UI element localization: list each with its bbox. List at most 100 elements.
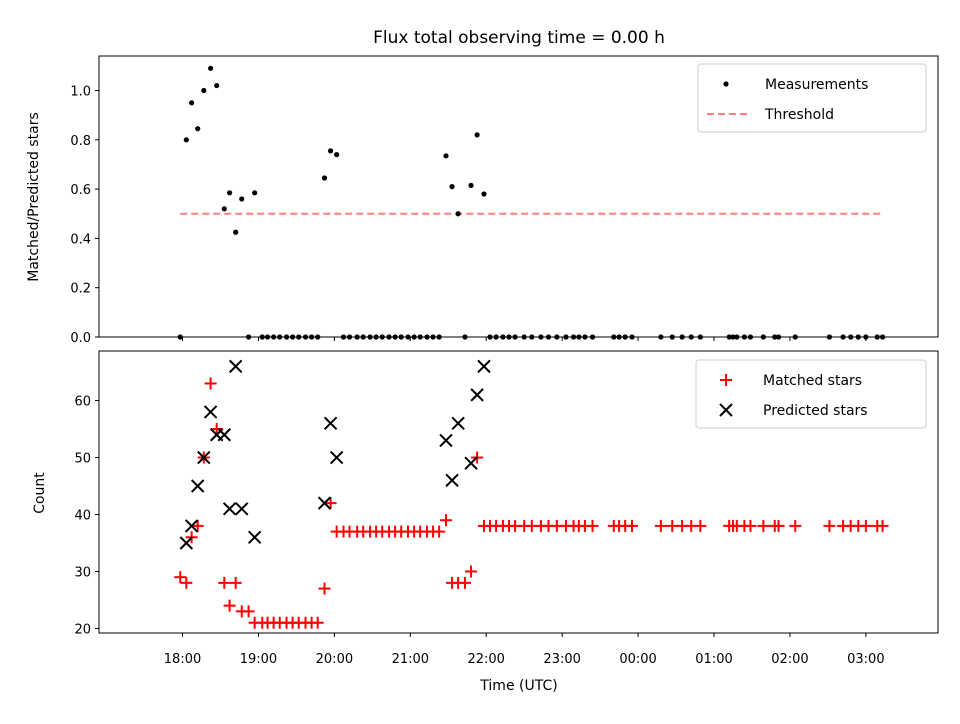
bottom-x-tick-label: 22:00 (467, 652, 504, 667)
predicted-star-point-b (197, 450, 211, 465)
top-legend: Measurements Threshold (697, 63, 927, 133)
matched-star-point (174, 571, 187, 584)
matched-star-point (180, 576, 193, 589)
top-y-tick-label: 0.4 (70, 232, 91, 247)
matched-star-point (439, 514, 452, 527)
top-y-tick-label: 0.6 (70, 183, 91, 198)
matched-star-point (311, 616, 324, 629)
bottom-x-tick-label: 01:00 (695, 652, 732, 667)
matched-star-point (218, 576, 231, 589)
predicted-star-point-b (329, 450, 344, 465)
chart-title: Flux total observing time = 0.00 h (373, 28, 665, 48)
measurement-point (239, 196, 245, 202)
bottom-y-tick-label: 30 (74, 565, 91, 580)
top-y-tick-label: 1.0 (70, 85, 91, 100)
matched-star-point (789, 519, 802, 532)
matched-star-point (654, 519, 667, 532)
measurement-point (449, 184, 455, 190)
bottom-x-tick-label: 18:00 (164, 652, 201, 667)
predicted-star-point-b (235, 502, 249, 516)
measurement-point (221, 206, 227, 212)
measurement-point (252, 190, 258, 196)
predicted-star-point-b (222, 502, 237, 516)
matched-star-point (772, 519, 785, 532)
predicted-star-point (190, 479, 205, 493)
measurement-point (327, 148, 334, 154)
predicted-star-point (228, 359, 243, 374)
predicted-star-point-b (451, 416, 465, 431)
legend-label-predicted: Predicted stars (763, 403, 868, 419)
predicted-star-point (451, 416, 465, 431)
predicted-star-point (439, 433, 453, 448)
measurement-point (195, 126, 201, 132)
top-legend-box (697, 63, 927, 133)
legend-label-measurements: Measurements (765, 77, 868, 93)
predicted-star-point (235, 502, 249, 516)
measurement-point (474, 132, 480, 138)
bottom-plot-data (174, 359, 889, 629)
predicted-star-point-b (179, 536, 194, 550)
predicted-star-point (317, 496, 332, 510)
predicted-star-point (445, 473, 459, 488)
matched-star-point (318, 582, 331, 595)
predicted-star-point (477, 359, 491, 374)
matched-star-point (757, 519, 770, 532)
predicted-star-point (203, 405, 218, 419)
predicted-star-point-b (470, 388, 484, 402)
predicted-star-point (247, 530, 262, 544)
bottom-x-tick-label: 02:00 (771, 652, 808, 667)
predicted-star-point-b (477, 359, 491, 374)
bottom-panel: Count Time (UTC) 20 30 40 50 60 18:00 19:00 20:… (32, 350, 939, 694)
predicted-star-point (323, 416, 338, 431)
top-plot-frame (98, 55, 939, 338)
measurement-point (334, 151, 340, 158)
measurement-point (233, 229, 239, 235)
measurement-point (183, 137, 189, 143)
matched-star-point (433, 525, 446, 538)
bottom-y-axis-label: Count (32, 472, 48, 514)
top-y-tick-label: 0.2 (70, 282, 91, 297)
bottom-legend: Matched stars Predicted stars (695, 359, 927, 429)
x-axis-label: Time (UTC) (479, 678, 557, 694)
legend-label-matched: Matched stars (763, 373, 862, 389)
predicted-star-point (217, 428, 231, 442)
bottom-x-tick-label: 23:00 (543, 652, 580, 667)
measurement-point (481, 191, 487, 197)
predicted-star-point-b (247, 530, 262, 544)
matched-star-point (823, 519, 836, 532)
matched-star-point (191, 519, 204, 532)
matched-star-point (465, 565, 478, 578)
measurement-point (189, 100, 195, 106)
predicted-star-point-b (217, 428, 231, 442)
bottom-plot-frame (98, 350, 939, 634)
predicted-star-point-b (323, 416, 338, 431)
bottom-x-tick-label: 20:00 (316, 652, 353, 667)
measurement-point (468, 182, 474, 189)
legend-marker-measurements (723, 81, 729, 87)
predicted-star-point (464, 456, 478, 470)
bottom-x-tick-label: 03:00 (847, 652, 884, 667)
predicted-star-point-b (184, 519, 199, 533)
measurement-point (443, 153, 449, 159)
top-y-tick-label: 0.8 (70, 134, 91, 149)
bottom-legend-box (695, 359, 927, 429)
predicted-star-point (222, 502, 237, 516)
top-y-axis-label: Matched/Predicted stars (26, 112, 42, 282)
matched-star-point (324, 497, 337, 510)
predicted-star-point (329, 450, 344, 465)
predicted-star-point-b (445, 473, 459, 488)
matched-star-point (229, 576, 242, 589)
legend-marker-predicted (719, 403, 733, 417)
predicted-star-point-b (464, 456, 478, 470)
matched-star-point (242, 605, 255, 618)
legend-marker-matched (720, 374, 732, 386)
top-ticks: 0.0 0.2 0.4 0.6 0.8 1.0 (70, 85, 867, 346)
measurement-point (455, 211, 461, 217)
bottom-y-tick-label: 50 (74, 452, 91, 467)
bottom-y-tick-label: 40 (74, 509, 91, 524)
measurement-point (201, 87, 207, 94)
predicted-star-point (179, 536, 194, 550)
bottom-y-tick-label: 60 (74, 395, 91, 410)
matched-star-point (876, 519, 889, 532)
